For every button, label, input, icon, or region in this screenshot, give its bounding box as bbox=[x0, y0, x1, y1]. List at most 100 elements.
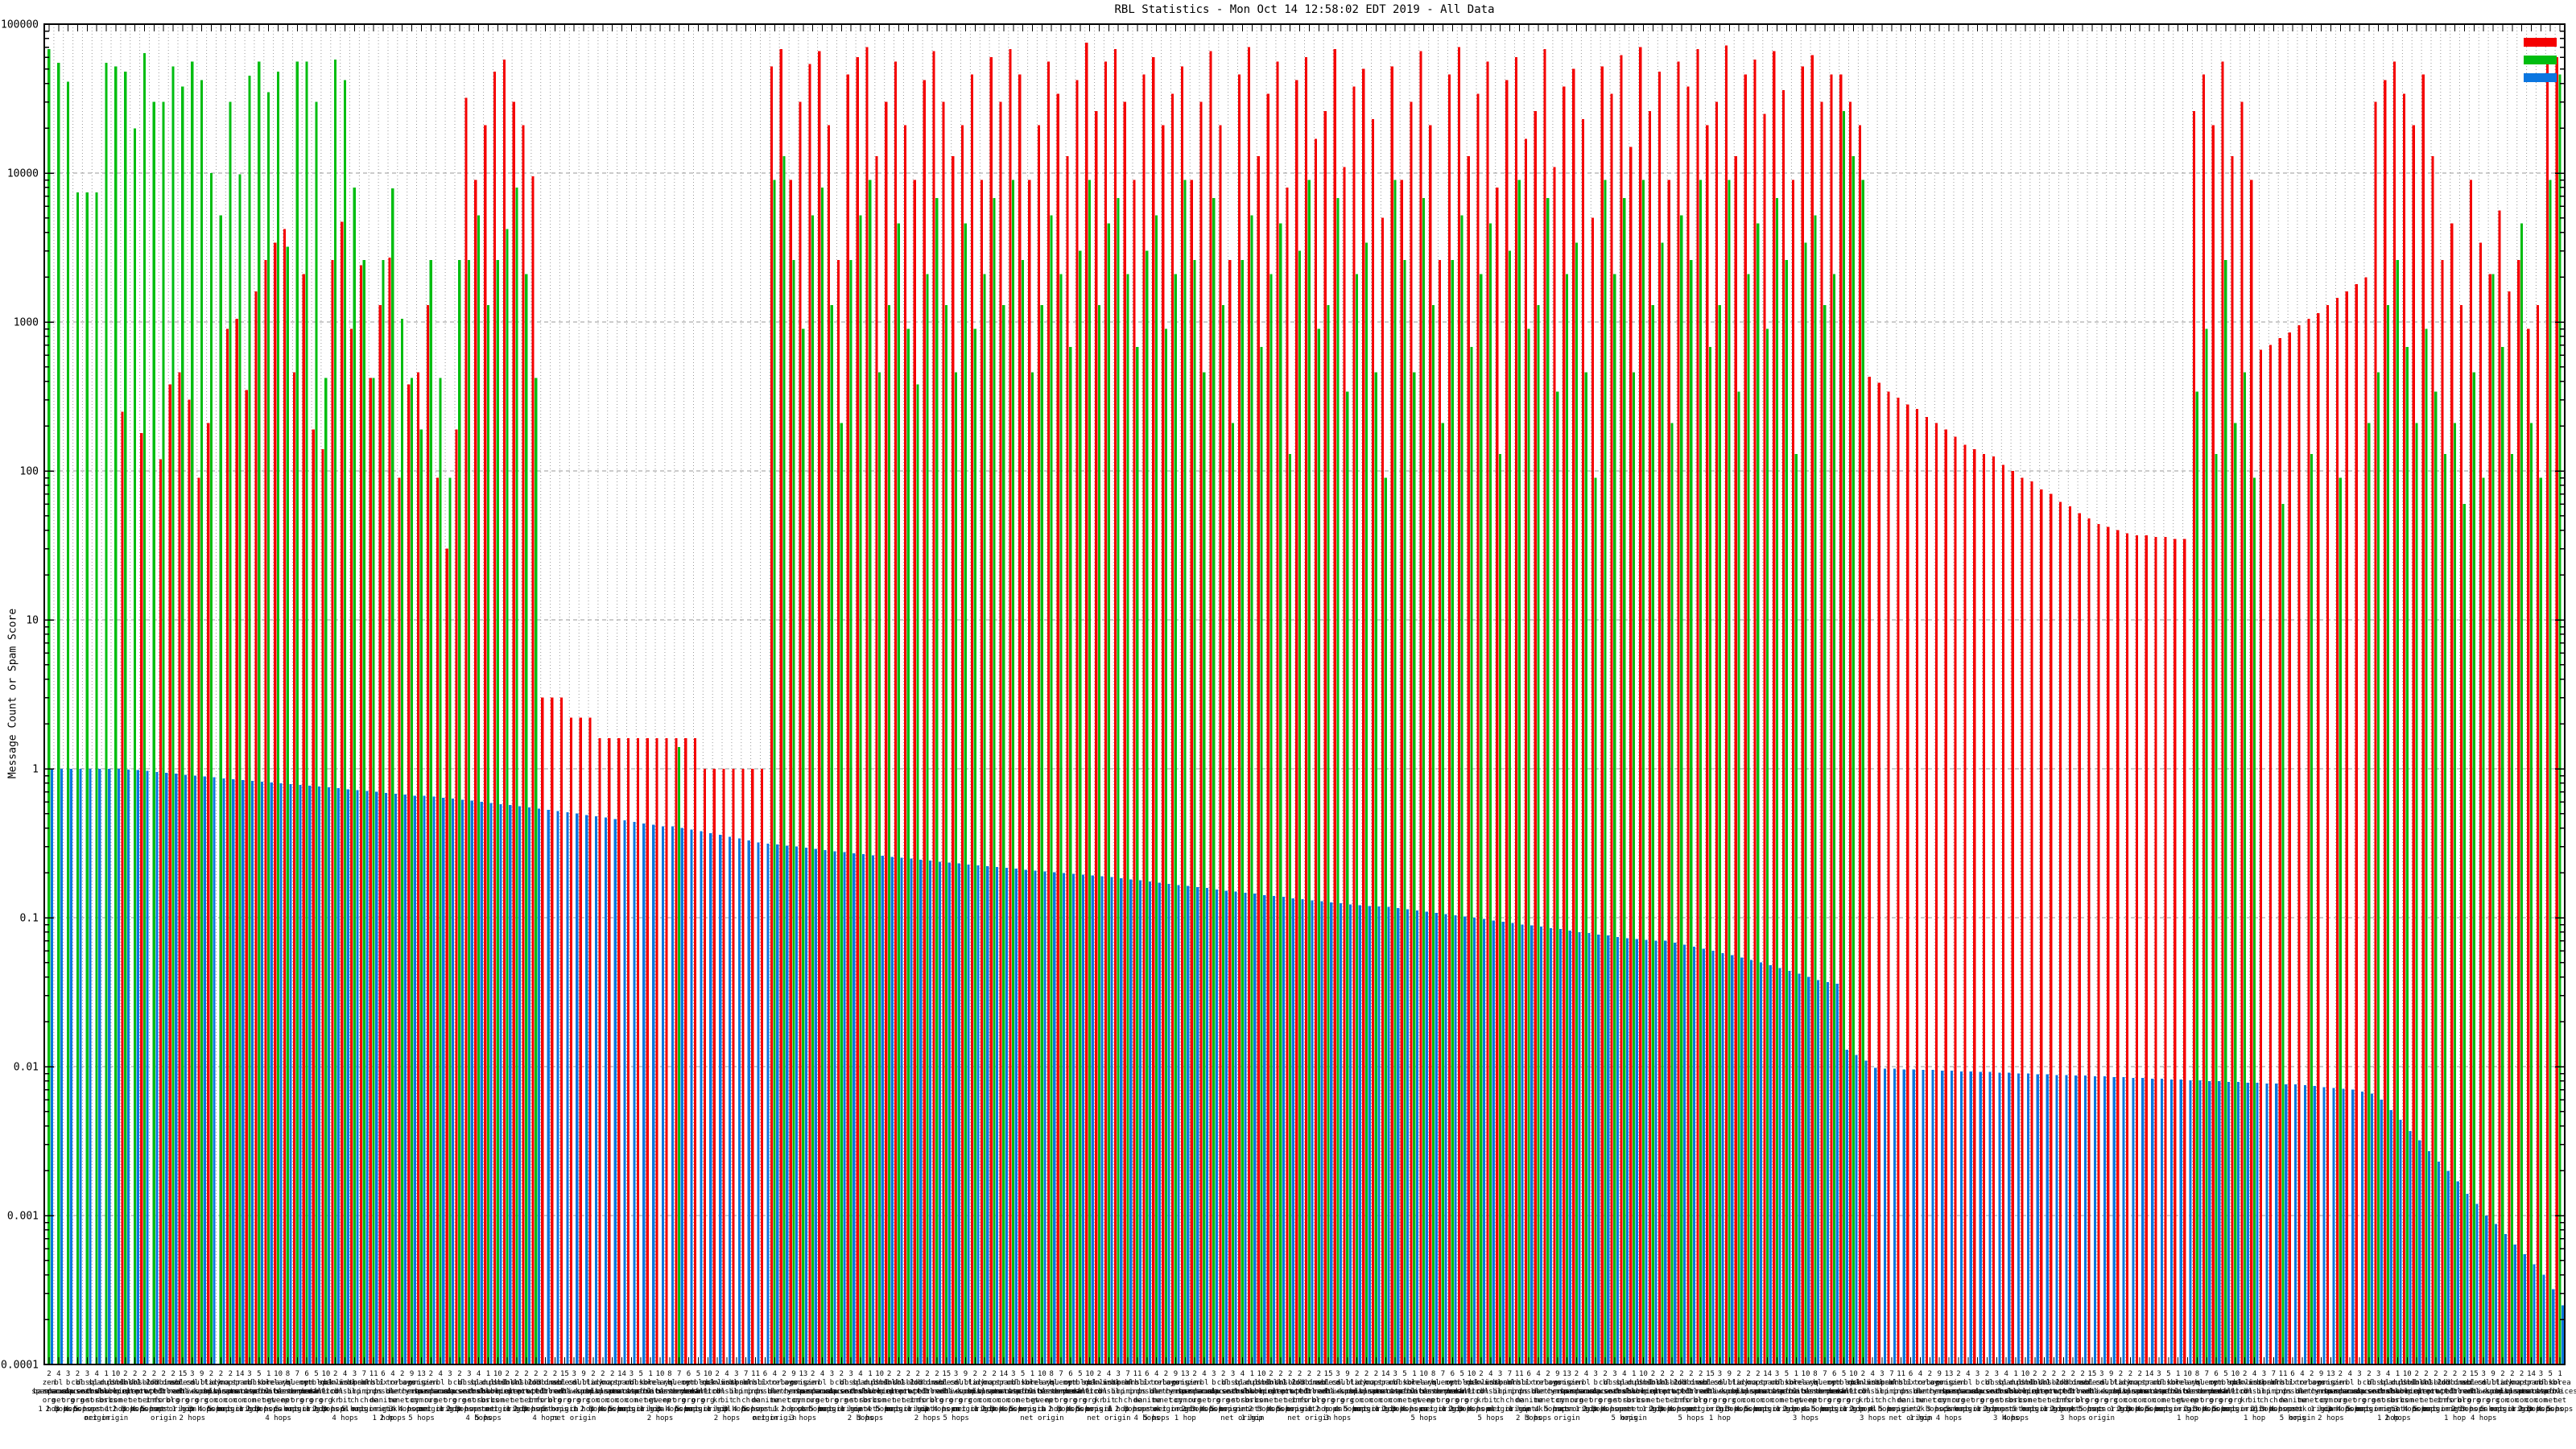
legend-swatch-not-spam-icon bbox=[2524, 38, 2557, 47]
svg-text:100: 100 bbox=[20, 466, 39, 478]
bars-not-spam bbox=[121, 43, 2558, 1365]
legend-swatch-spam-icon bbox=[2524, 56, 2557, 64]
legend-swatch-score-icon bbox=[2524, 73, 2557, 82]
y-axis-title: Message Count or Spam Score bbox=[6, 608, 19, 779]
x-axis-ticks bbox=[48, 24, 2561, 1364]
svg-text:1000: 1000 bbox=[14, 317, 39, 329]
